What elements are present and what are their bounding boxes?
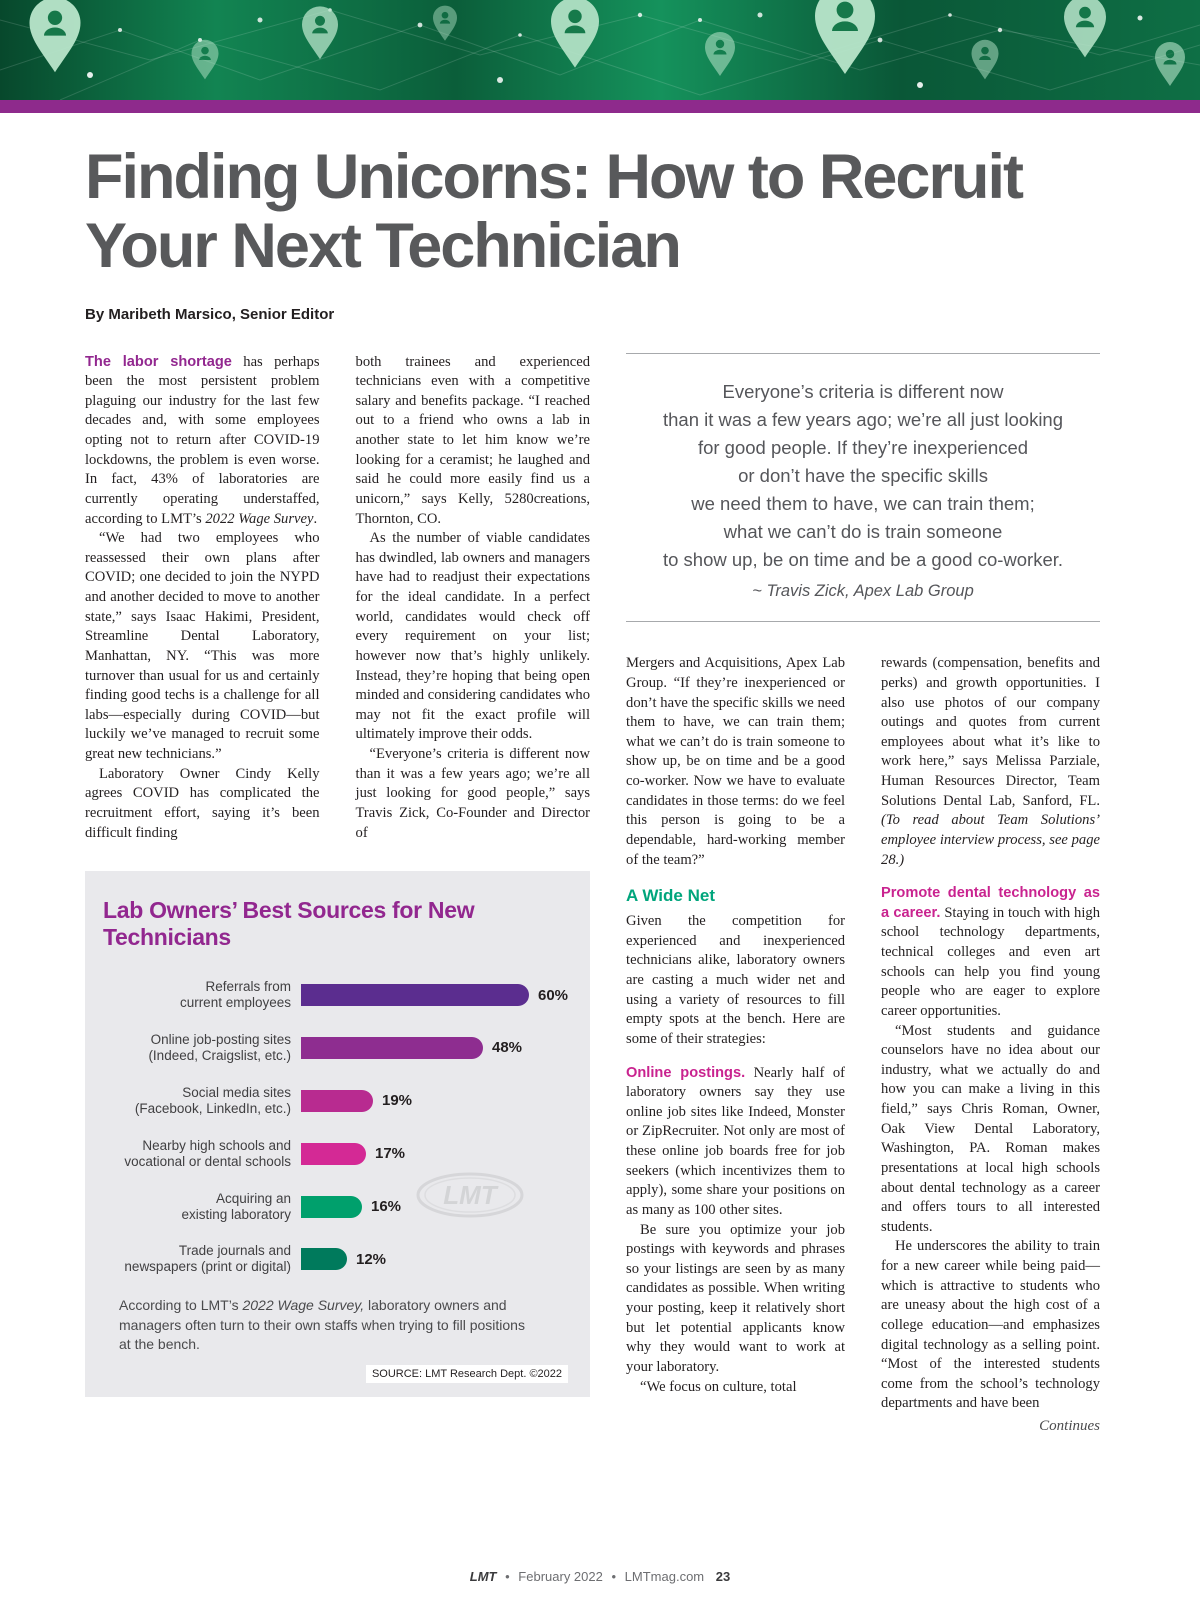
chart-source: SOURCE: LMT Research Dept. ©2022 (103, 1365, 569, 1384)
page-footer: LMT • February 2022 • LMTmag.com 23 (0, 1569, 1200, 1584)
header-banner-image (0, 0, 1200, 100)
chart-category-label: Nearby high schools and vocational or de… (124, 1137, 291, 1169)
paragraph: “Everyone’s criteria is different now th… (355, 746, 591, 841)
glow-dots (87, 12, 1143, 88)
chart-category-label: Acquiring an existing laboratory (181, 1190, 291, 1222)
chart-category-label: Online job-posting sites (Indeed, Craigs… (148, 1032, 291, 1063)
chart-caption-italic: 2022 Wage Survey, (242, 1297, 365, 1314)
chart-value-label: 48% (492, 1039, 523, 1057)
paragraph: The labor shortage has perhaps been the … (85, 353, 320, 527)
paragraph: both trainees and experienced technician… (355, 353, 591, 527)
chart-caption: According to LMT’s 2022 Wage Survey, lab… (119, 1296, 539, 1355)
pull-quote-text: Everyone’s criteria is different now than… (628, 378, 1098, 575)
banner-graphic (0, 0, 1200, 100)
chart-value-label: 19% (382, 1092, 413, 1110)
paragraph: Online postings. Nearly half of laborato… (626, 1064, 846, 1218)
paragraph: “Most students and guidance counselors h… (881, 1022, 1100, 1235)
banner-background (0, 0, 1200, 100)
chart-bar (301, 1036, 483, 1059)
chart-bar (301, 984, 529, 1007)
paragraph: As the number of viable candidates has d… (355, 530, 591, 743)
pull-quote-line: we need them to have, we can train them; (691, 493, 1035, 515)
paragraph: He underscores the ability to train for … (881, 1238, 1100, 1412)
article-column-4: rewards (compensation, benefits and perk… (881, 654, 1100, 1435)
page-title-line1: Finding Unicorns: How to Recruit (85, 142, 1024, 212)
chart-row: Nearby high schools and vocational or de… (103, 1138, 568, 1170)
article-body: The labor shortage has perhaps been the … (85, 352, 1100, 1436)
byline: By Maribeth Marsico, Senior Editor (85, 305, 335, 323)
svg-text:LMT: LMT (443, 1180, 499, 1210)
chart-value-label: 16% (371, 1198, 402, 1216)
paragraph: rewards (compensation, benefits and perk… (881, 655, 1100, 868)
pull-quote-line: what we can’t do is train someone (723, 521, 1003, 543)
chart-row: Social media sites (Facebook, LinkedIn, … (103, 1085, 568, 1117)
paragraph: Be sure you optimize your job postings w… (626, 1221, 846, 1375)
pull-quote-line: for good people. If they’re inexperience… (697, 436, 1029, 458)
chart-source-text: SOURCE: LMT Research Dept. ©2022 (365, 1365, 569, 1384)
paragraph: Laboratory Owner Cindy Kelly agrees COVI… (85, 765, 320, 841)
paragraph: “We had two employees who reassessed the… (85, 530, 320, 763)
pull-quote: Everyone’s criteria is different now than… (626, 352, 1100, 623)
pull-quote-line: than it was a few years ago; we’re all j… (663, 408, 1064, 430)
chart-value-label: 17% (375, 1145, 406, 1163)
chart-bar (301, 1195, 362, 1218)
pull-quote-attribution: ~ Travis Zick, Apex Lab Group (752, 582, 974, 601)
chart-row: Online job-posting sites (Indeed, Craigs… (103, 1032, 568, 1064)
chart-category-label: Referrals from current employees (179, 979, 291, 1011)
chart-bar (301, 1248, 347, 1271)
footer-separator: • (611, 1569, 617, 1584)
pull-quote-line: Everyone’s criteria is different now (722, 380, 1004, 402)
chart-category-label: Social media sites (Facebook, LinkedIn, … (134, 1084, 291, 1116)
chart-value-label: 12% (356, 1250, 387, 1268)
chart-caption-text: laboratory owners and managers often tur… (119, 1297, 525, 1353)
footer-issue: February 2022 (518, 1569, 603, 1584)
chart-caption-text: According to LMT’s (119, 1297, 243, 1314)
article-column-3: Mergers and Acquisitions, Apex Lab Group… (626, 654, 845, 1397)
article-column-2: both trainees and experienced technician… (356, 353, 591, 844)
page-title-line2: Your Next Technician (85, 211, 682, 282)
footer-separator: • (505, 1569, 510, 1584)
paragraph: Promote dental technology as a career. S… (881, 885, 1100, 1019)
chart-row: Referrals from current employees 60% (103, 979, 568, 1011)
continues-note: Continues (1039, 1418, 1100, 1435)
chart-bar (301, 1142, 366, 1165)
article-column-1: The labor shortage has perhaps been the … (85, 353, 320, 844)
page-content: Finding Unicorns: How to Recruit Your Nex… (0, 142, 1200, 1436)
paragraph: “We focus on culture, total (640, 1378, 797, 1395)
right-half: Everyone’s criteria is different now than… (626, 352, 1100, 1436)
chart-rows: Referrals from current employees 60% Onlin… (103, 979, 568, 1275)
chart-bar (301, 1089, 373, 1112)
footer-brand: LMT (469, 1569, 497, 1584)
lmt-watermark-logo: LMT (415, 1171, 525, 1224)
footer-site: LMTmag.com (624, 1569, 705, 1584)
purple-divider-bar (0, 100, 1200, 113)
footer-page-number: 23 (715, 1569, 731, 1584)
left-half: The labor shortage has perhaps been the … (85, 353, 591, 1398)
chart-category-label: Trade journals and newspapers (print or … (124, 1243, 291, 1275)
paragraph: Given the competition for experienced an… (626, 913, 846, 1047)
pull-quote-line: or don’t have the specific skills (738, 464, 988, 486)
chart-row: Trade journals and newspapers (print or … (103, 1243, 568, 1275)
chart-value-label: 60% (538, 986, 569, 1004)
article-column-4-text: rewards (compensation, benefits and perk… (881, 654, 1100, 1414)
chart-row: Acquiring an existing laboratory 16% (103, 1191, 568, 1223)
bar-chart: Lab Owners’ Best Sources for New Technic… (85, 871, 591, 1398)
chart-title: Lab Owners’ Best Sources for New Technic… (103, 897, 475, 951)
section-heading: A Wide Net (626, 886, 715, 906)
paragraph: Mergers and Acquisitions, Apex Lab Group… (626, 655, 846, 868)
page-title: Finding Unicorns: How to Recruit Your Nex… (85, 142, 1100, 282)
pull-quote-line: to show up, be on time and be a good co-… (662, 549, 1064, 571)
